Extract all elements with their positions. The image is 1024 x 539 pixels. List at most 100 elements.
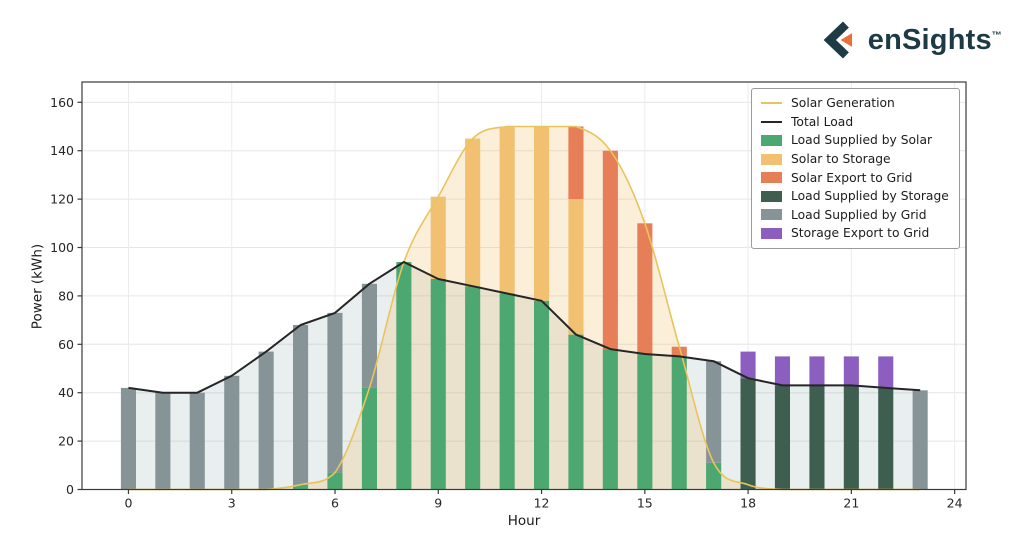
bar-segment (740, 351, 756, 379)
legend-swatch-total-load (761, 120, 782, 124)
legend-label: Solar Export to Grid (791, 170, 913, 185)
bar-segment (361, 387, 377, 490)
bar-segment (430, 196, 446, 279)
bar-segment (568, 334, 584, 490)
bar-segment (809, 385, 825, 490)
legend-item: Solar to Storage (761, 150, 951, 169)
legend-label: Load Supplied by Storage (791, 189, 949, 204)
bar-segment (809, 356, 825, 386)
legend-label: Solar to Storage (791, 152, 891, 167)
bar-segment (155, 392, 171, 490)
bar-segment (912, 390, 928, 490)
x-tick-label: 18 (740, 496, 756, 511)
x-tick-label: 12 (534, 496, 550, 511)
legend-item: Load Supplied by Solar (761, 131, 951, 150)
x-tick-label: 0 (124, 496, 132, 511)
legend-item: Total Load (761, 113, 951, 132)
legend-item: Solar Export to Grid (761, 168, 951, 187)
y-tick-label: 80 (58, 288, 74, 303)
trademark: ™ (991, 29, 1002, 41)
legend: Solar Generation Total Load Load Supplied … (751, 88, 960, 249)
bar-segment (396, 262, 412, 490)
y-tick-label: 0 (66, 482, 74, 497)
brand-logo: enSights™ (819, 20, 1002, 60)
bar-segment (293, 325, 309, 485)
legend-item: Load Supplied by Storage (761, 187, 951, 206)
legend-label: Load Supplied by Grid (791, 207, 927, 222)
y-tick-label: 120 (50, 192, 74, 207)
legend-swatch-solar-to-storage (761, 153, 782, 165)
solar-area-fill (128, 126, 921, 490)
y-axis-label: Power (kWh) (29, 243, 46, 330)
x-tick-label: 3 (228, 496, 236, 511)
x-tick-label: 6 (331, 496, 339, 511)
y-tick-label: 160 (50, 95, 74, 110)
legend-label: Total Load (791, 114, 854, 129)
y-tick-label: 20 (58, 434, 74, 449)
load-area-fill (128, 262, 921, 490)
bar-segment (258, 351, 274, 490)
bar-segment (602, 349, 618, 490)
bar-segment (327, 312, 343, 473)
logo-arrow (840, 33, 852, 47)
legend-swatch-solar-generation (761, 102, 782, 105)
bar-segment (878, 356, 894, 388)
y-tick-label: 140 (50, 143, 74, 158)
bar-segment (120, 387, 136, 490)
bar-segment (774, 356, 790, 386)
legend-swatch-load-supplied-by-grid (761, 209, 782, 221)
bar-segment (361, 283, 377, 388)
x-tick-label: 24 (947, 496, 963, 511)
legend-label: Storage Export to Grid (791, 226, 930, 241)
plot-border (81, 81, 967, 491)
legend-swatch-storage-export-to-grid (761, 227, 782, 239)
x-axis-label: Hour (507, 513, 541, 529)
bar-segment (293, 484, 309, 490)
total-load-line (128, 261, 921, 394)
legend-item: Solar Generation (761, 94, 951, 113)
bar-segment (637, 223, 653, 354)
y-tick-label: 40 (58, 385, 74, 400)
y-tick-label: 60 (58, 337, 74, 352)
bar-segment (534, 300, 550, 490)
legend-label: Solar Generation (791, 96, 895, 111)
x-tick-label: 9 (434, 496, 442, 511)
bar-segment (534, 126, 550, 301)
bar-segment (189, 392, 205, 490)
bar-segment (430, 279, 446, 490)
legend-item: Load Supplied by Grid (761, 206, 951, 225)
bar-segment (740, 378, 756, 490)
legend-swatch-solar-export-to-grid (761, 172, 782, 184)
bar-segment (637, 354, 653, 490)
bar-segment (671, 356, 687, 490)
bar-segment (327, 472, 343, 490)
x-tick-label: 21 (843, 496, 859, 511)
bar-segment (224, 375, 240, 490)
bar-segment (774, 385, 790, 490)
bar-segment (568, 199, 584, 335)
legend-label: Load Supplied by Solar (791, 133, 933, 148)
logo-text: enSights™ (867, 23, 1002, 56)
x-tick-label: 15 (637, 496, 653, 511)
logo-chevron (823, 21, 849, 59)
bar-segment (706, 361, 722, 463)
bar-segment (568, 126, 584, 200)
bar-segment (499, 293, 515, 490)
bar-segment (465, 138, 481, 287)
bar-segment (602, 150, 618, 350)
legend-swatch-load-supplied-by-storage (761, 190, 782, 202)
legend-item: Storage Export to Grid (761, 224, 951, 243)
bar-segment (843, 356, 859, 386)
logo-icon (823, 21, 852, 59)
bar-segment (878, 387, 894, 490)
y-tick-label: 100 (50, 240, 74, 255)
legend-swatch-load-supplied-by-solar (761, 134, 782, 146)
bar-segment (465, 286, 481, 490)
bar-segment (843, 385, 859, 490)
bar-segment (499, 126, 515, 294)
bar-segment (671, 346, 687, 357)
bar-segment (706, 462, 722, 490)
